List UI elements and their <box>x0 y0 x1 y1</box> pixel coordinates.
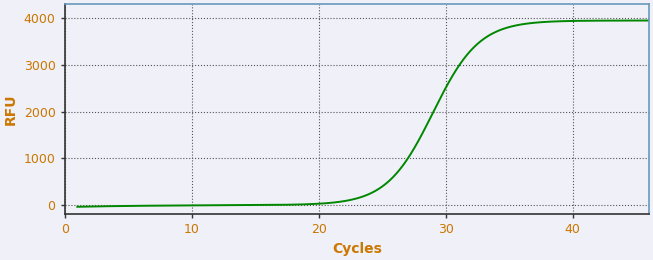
Y-axis label: RFU: RFU <box>4 93 18 125</box>
X-axis label: Cycles: Cycles <box>332 242 381 256</box>
